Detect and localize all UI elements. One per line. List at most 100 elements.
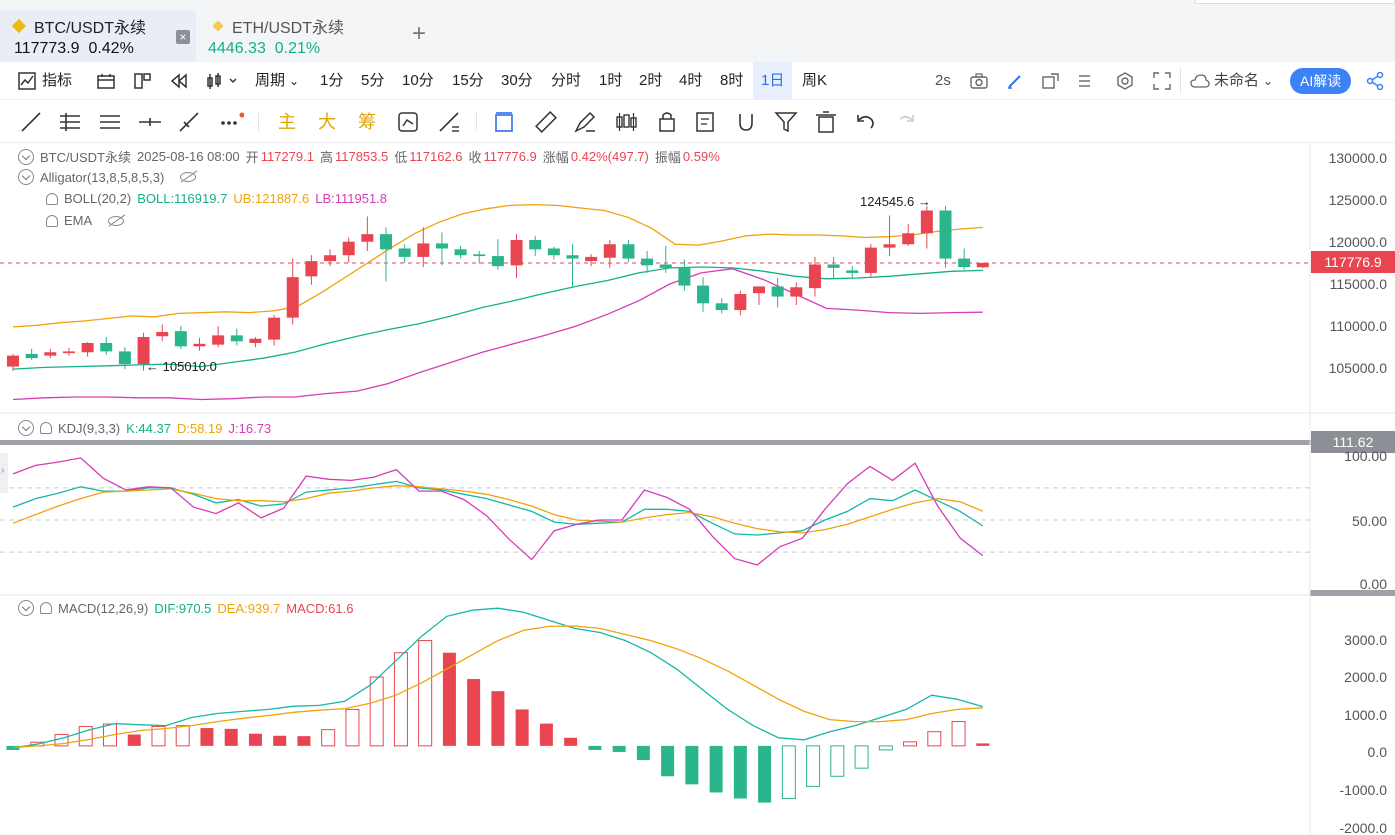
eye-off-icon[interactable] <box>108 215 125 226</box>
interval-2h[interactable]: 2时 <box>639 72 663 89</box>
candle-body <box>212 335 225 345</box>
lock-icon[interactable] <box>654 109 680 135</box>
macd-bar <box>467 679 481 746</box>
chip-distribution-button[interactable]: 筹 <box>358 112 376 132</box>
bell-icon[interactable] <box>46 214 58 227</box>
legend-change-label: 涨幅 <box>542 150 569 165</box>
boll-ub: UB:121887.6 <box>233 191 310 206</box>
macd-bar <box>297 736 311 746</box>
measure-icon[interactable] <box>436 109 462 135</box>
macd-dif: DIF:970.5 <box>154 600 212 616</box>
chart-canvas[interactable] <box>0 143 1395 835</box>
main-overlay-button[interactable]: 主 <box>278 112 296 132</box>
draw-mode-icon[interactable] <box>395 109 421 135</box>
candle-body <box>753 286 765 294</box>
collapse-icon[interactable] <box>18 420 34 436</box>
undo-icon[interactable] <box>853 109 879 135</box>
close-icon[interactable]: × <box>176 30 190 44</box>
candle-body <box>902 233 915 245</box>
interval-week[interactable]: 周K <box>802 72 828 89</box>
interval-timeshare[interactable]: 分时 <box>551 72 582 89</box>
calendar-icon[interactable] <box>97 73 115 89</box>
candle-body <box>305 261 318 277</box>
interval-4h[interactable]: 4时 <box>679 72 703 89</box>
tab-btc[interactable]: BTC/USDT永续 117773.9 0.42% × <box>0 10 196 62</box>
magnet-icon[interactable] <box>733 109 759 135</box>
refresh-rate[interactable]: 2s <box>935 72 951 89</box>
macd-bar <box>733 745 747 799</box>
fullscreen-icon[interactable] <box>1153 72 1171 90</box>
interval-15m[interactable]: 15分 <box>452 72 484 89</box>
price-tick: 125000.0 <box>1328 192 1387 208</box>
redo-icon[interactable] <box>892 109 918 135</box>
big-order-button[interactable]: 大 <box>318 112 336 132</box>
camera-icon[interactable] <box>970 73 988 89</box>
interval-30m[interactable]: 30分 <box>501 72 533 89</box>
bell-icon[interactable] <box>40 422 52 434</box>
horizontal-ray-icon[interactable] <box>137 109 163 135</box>
replay-icon[interactable] <box>170 73 188 89</box>
trend-line-icon[interactable] <box>18 109 44 135</box>
bell-icon[interactable] <box>40 602 52 614</box>
interval-5m[interactable]: 5分 <box>361 72 385 89</box>
period-label: 周期 <box>255 72 286 89</box>
candles-icon[interactable] <box>614 109 640 135</box>
ai-analysis-button[interactable]: AI解读 <box>1290 68 1352 94</box>
share-icon[interactable] <box>1366 72 1384 90</box>
ray-icon[interactable] <box>176 109 202 135</box>
macd-bar <box>345 708 360 747</box>
candle-body <box>137 337 150 365</box>
bell-icon[interactable] <box>46 192 58 205</box>
kdj-d-line <box>12 485 984 534</box>
cloud-icon[interactable] <box>1190 73 1210 89</box>
candle-body <box>193 343 206 347</box>
collapse-icon[interactable] <box>18 600 34 616</box>
add-tab-icon[interactable]: + <box>412 20 427 47</box>
macd-bar <box>830 745 845 777</box>
arrow-left-icon: ← <box>146 359 159 374</box>
more-tools-icon[interactable] <box>218 109 244 135</box>
macd-bar <box>806 745 821 787</box>
macd-bar <box>515 709 529 746</box>
indicators-button[interactable]: 指标 <box>42 72 73 89</box>
collapse-icon[interactable] <box>18 148 34 165</box>
interval-1d[interactable]: 1日 <box>753 62 793 100</box>
chevron-down-icon: ⌄ <box>1263 74 1274 88</box>
indicator-icon[interactable] <box>18 72 36 90</box>
note-icon[interactable] <box>693 109 719 135</box>
list-settings-icon[interactable] <box>1078 73 1096 89</box>
interval-8h[interactable]: 8时 <box>720 72 744 89</box>
side-collapse-handle[interactable]: › <box>0 453 8 493</box>
filter-icon[interactable] <box>773 109 799 135</box>
channel-icon[interactable] <box>97 109 123 135</box>
interval-1h[interactable]: 1时 <box>599 72 623 89</box>
boll-mid: BOLL:116919.7 <box>137 191 228 206</box>
macd-legend: MACD(12,26,9) DIF:970.5 DEA:939.7 MACD:6… <box>18 600 359 616</box>
period-dropdown[interactable]: 周期 ⌄ <box>255 62 299 100</box>
layout-name-dropdown[interactable]: 未命名 ⌄ <box>1214 62 1273 100</box>
chart-area[interactable]: 130000.0 125000.0 120000.0 115000.0 1100… <box>0 143 1395 835</box>
candle-body <box>659 264 672 268</box>
cursor-mode-icon[interactable] <box>492 109 518 135</box>
horizontal-lines-icon[interactable] <box>57 109 83 135</box>
eye-off-icon[interactable] <box>180 172 197 182</box>
candle-body <box>566 255 579 259</box>
candle-body <box>417 243 430 257</box>
gear-icon[interactable] <box>1116 72 1134 90</box>
interval-1m[interactable]: 1分 <box>320 72 344 89</box>
interval-10m[interactable]: 10分 <box>402 72 434 89</box>
tab-eth[interactable]: ETH/USDT永续 4446.33 0.21% <box>200 10 396 62</box>
collapse-icon[interactable] <box>18 169 34 185</box>
trash-icon[interactable] <box>813 109 839 135</box>
candle-type-icon[interactable] <box>206 72 238 90</box>
candle-body <box>715 303 728 311</box>
popout-icon[interactable] <box>1042 73 1060 89</box>
ruler-icon[interactable] <box>533 109 559 135</box>
brush-icon[interactable] <box>572 109 598 135</box>
pencil-icon[interactable] <box>1006 73 1024 89</box>
tab-price: 4446.33 <box>208 40 266 57</box>
macd-bar <box>758 745 772 803</box>
layout-icon[interactable] <box>134 73 152 89</box>
candle-body <box>734 294 747 311</box>
